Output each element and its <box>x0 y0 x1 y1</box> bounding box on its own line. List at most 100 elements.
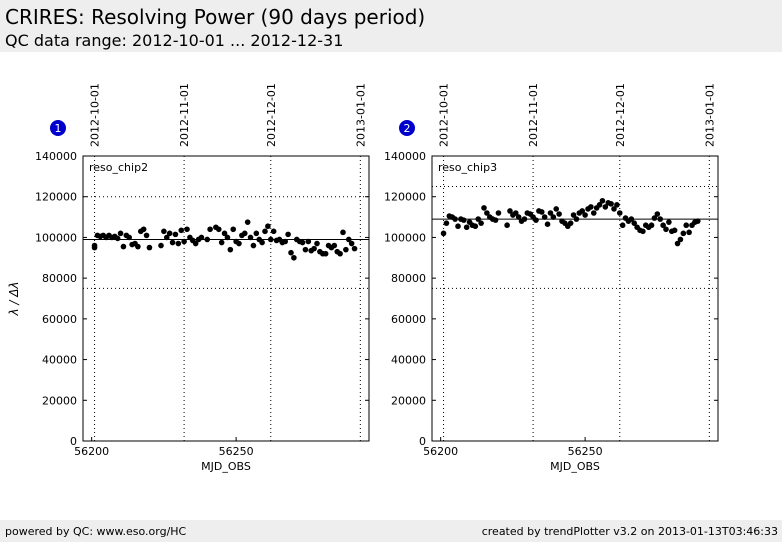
data-point <box>244 219 251 225</box>
data-point <box>654 211 661 217</box>
data-point <box>204 236 211 243</box>
data-point <box>250 242 257 249</box>
panel-badge <box>399 120 415 136</box>
y-tick-label: 100000 <box>35 231 77 244</box>
data-point <box>282 238 289 245</box>
x-tick-label: 56200 <box>423 445 458 458</box>
data-point <box>117 230 124 237</box>
data-point <box>440 230 447 237</box>
data-point <box>573 216 580 222</box>
legend-label: reso_chip3 <box>438 161 497 174</box>
data-point <box>602 204 609 210</box>
x-tick-label: 56250 <box>219 445 254 458</box>
data-point <box>230 226 237 233</box>
legend-label: reso_chip2 <box>89 161 148 174</box>
data-point <box>590 210 597 216</box>
data-point <box>305 238 312 245</box>
panel-number: 2 <box>404 122 411 135</box>
data-point <box>671 227 678 234</box>
data-point <box>181 238 187 245</box>
data-point <box>135 243 141 250</box>
data-point <box>161 228 167 235</box>
data-point <box>114 235 121 242</box>
data-point <box>666 219 672 225</box>
data-point <box>343 246 349 253</box>
data-point <box>120 243 127 250</box>
date-tick-label: 2012-12-01 <box>265 83 278 147</box>
data-point <box>556 211 562 217</box>
y-tick-label: 140000 <box>35 150 77 163</box>
data-point <box>143 232 150 239</box>
data-point <box>651 215 658 221</box>
data-point <box>567 220 574 226</box>
y-tick-label: 0 <box>419 435 426 448</box>
footer-left: powered by QC: www.eso.org/HC <box>5 525 187 538</box>
data-point <box>291 254 297 261</box>
data-point <box>570 212 577 218</box>
data-point <box>463 224 470 231</box>
data-point <box>512 210 519 216</box>
data-point <box>322 250 329 257</box>
x-axis-label: MJD_OBS <box>201 460 251 473</box>
y-axis-label: λ / Δλ <box>7 281 21 316</box>
plot-frame <box>82 155 370 442</box>
date-tick-label: 2013-01-01 <box>354 83 367 147</box>
page-subtitle: QC data range: 2012-10-01 ... 2012-12-31 <box>5 31 343 50</box>
y-tick-label: 120000 <box>35 191 77 204</box>
data-point <box>507 208 513 214</box>
data-point <box>178 227 185 234</box>
data-point <box>285 231 291 238</box>
data-point <box>224 234 231 241</box>
data-point <box>472 223 479 230</box>
data-point <box>158 242 164 249</box>
data-point <box>262 228 268 235</box>
data-point <box>504 222 510 229</box>
data-point <box>533 217 539 223</box>
data-point <box>588 204 594 210</box>
date-tick-label: 2012-11-01 <box>178 83 191 147</box>
data-point <box>184 226 190 233</box>
y-tick-label: 120000 <box>384 191 426 204</box>
data-point <box>337 250 343 257</box>
data-point <box>299 239 306 246</box>
data-point <box>515 214 522 220</box>
data-point <box>288 249 294 256</box>
data-point <box>478 220 484 226</box>
data-point <box>541 214 548 220</box>
data-point <box>640 228 646 235</box>
data-point <box>351 245 358 252</box>
date-tick-label: 2012-10-01 <box>89 83 102 147</box>
data-point <box>169 239 176 246</box>
data-point <box>495 210 502 216</box>
y-tick-label: 80000 <box>391 272 426 285</box>
data-point <box>686 229 692 236</box>
x-tick-label: 56200 <box>74 445 109 458</box>
data-point <box>579 208 586 214</box>
data-point <box>207 226 213 233</box>
data-point <box>340 229 346 236</box>
data-point <box>599 197 606 204</box>
data-point <box>91 242 98 249</box>
y-tick-label: 40000 <box>42 354 77 367</box>
data-point <box>608 201 614 207</box>
data-point <box>663 226 669 233</box>
data-point <box>331 242 338 249</box>
x-tick-label: 56250 <box>568 445 603 458</box>
y-tick-label: 60000 <box>42 313 77 326</box>
data-point <box>455 223 461 230</box>
data-point <box>140 226 147 233</box>
data-point <box>553 206 560 212</box>
data-point <box>302 246 309 253</box>
data-point <box>481 205 487 211</box>
data-point <box>198 234 205 241</box>
y-tick-label: 40000 <box>391 354 426 367</box>
data-point <box>683 222 690 229</box>
y-tick-label: 0 <box>70 435 77 448</box>
data-point <box>227 246 234 253</box>
plot-frame <box>431 155 719 442</box>
data-point <box>163 234 170 241</box>
footer-right: created by trendPlotter v3.2 on 2013-01-… <box>482 525 778 538</box>
data-point <box>267 236 274 243</box>
data-point <box>475 216 482 222</box>
data-point <box>452 216 458 222</box>
